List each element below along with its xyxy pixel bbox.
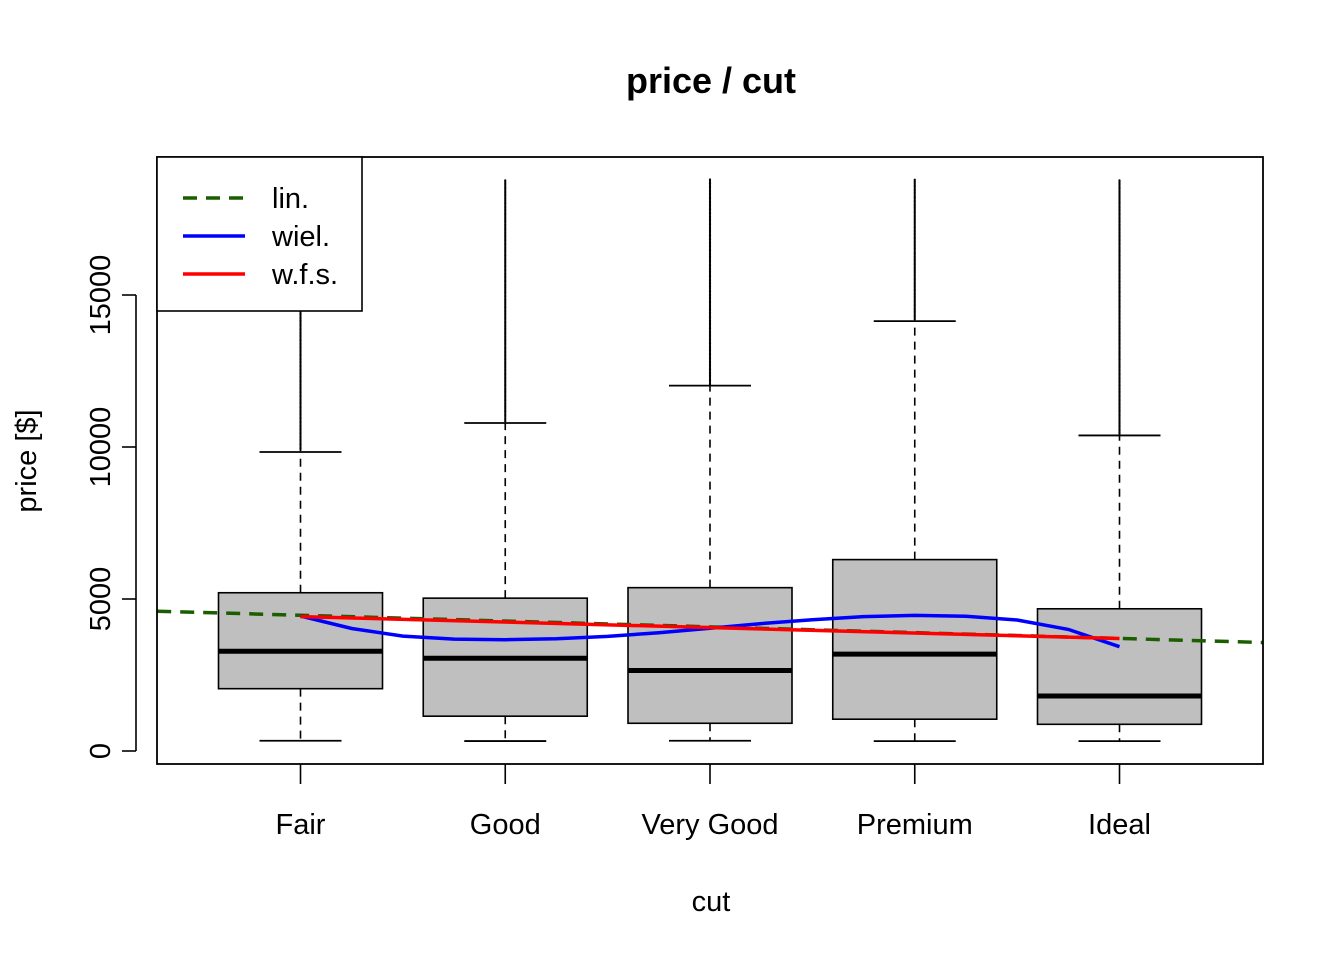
x-axis-label: cut xyxy=(692,886,731,918)
legend-label: w.f.s. xyxy=(271,259,338,291)
x-tick-label: Ideal xyxy=(1088,809,1151,841)
legend-label: wiel. xyxy=(271,221,330,253)
outlier-point xyxy=(708,178,712,181)
y-tick-label: 10000 xyxy=(85,407,117,488)
iqr-box xyxy=(1036,607,1203,726)
plot-area xyxy=(157,178,1263,742)
legend: lin. wiel. w.f.s. xyxy=(156,156,363,312)
y-tick-label: 0 xyxy=(85,743,117,759)
iqr-box xyxy=(831,558,998,721)
x-tick-label: Premium xyxy=(857,809,973,841)
series-w-f-s-line xyxy=(300,614,1120,641)
box-group xyxy=(627,178,793,742)
legend-box xyxy=(156,156,363,312)
outlier-point xyxy=(913,178,916,181)
y-tick-label: 5000 xyxy=(85,567,117,632)
y-tick-label: 15000 xyxy=(85,255,117,336)
x-tick-label: Good xyxy=(470,809,541,841)
x-tick-label: Very Good xyxy=(641,809,778,841)
box-group xyxy=(1036,179,1203,742)
iqr-box xyxy=(627,586,793,725)
box-group xyxy=(831,178,998,742)
outlier-point xyxy=(504,179,507,182)
chart-title: price / cut xyxy=(626,60,796,101)
y-axis-label: price [$] xyxy=(11,409,43,512)
iqr-box xyxy=(217,591,384,690)
x-tick-label: Fair xyxy=(276,809,326,841)
legend-label: lin. xyxy=(272,183,309,215)
box-group xyxy=(422,179,589,742)
trend-lines xyxy=(157,609,1263,649)
outlier-point xyxy=(1118,179,1121,182)
axes: 0 5000 10000 15000 Fair Good Very Good Premium I… xyxy=(85,156,1264,841)
